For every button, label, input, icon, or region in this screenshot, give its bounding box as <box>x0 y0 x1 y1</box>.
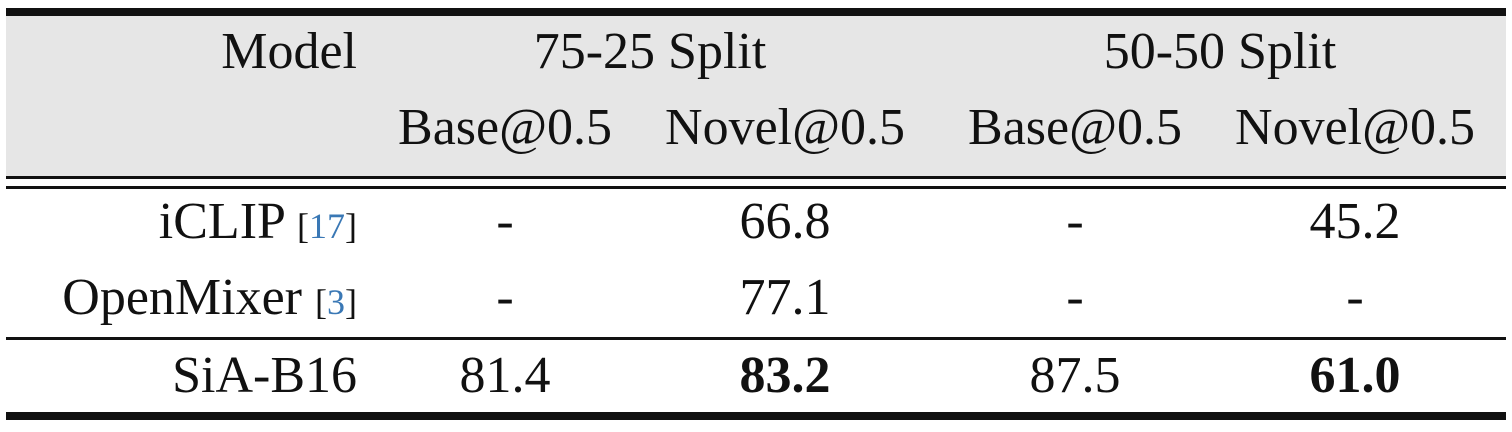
top-rule <box>6 8 1506 16</box>
header-rule-lower <box>6 186 1506 189</box>
table-cell: - <box>496 193 514 250</box>
model-column-header: Model <box>221 23 357 80</box>
header-background <box>6 16 1506 176</box>
table-cell: 45.2 <box>1309 193 1401 250</box>
table-cell: 77.1 <box>739 269 831 326</box>
sub-header-base-75: Base@0.5 <box>398 99 612 156</box>
model-name: SiA-B16 <box>172 347 357 404</box>
table-cell: 81.4 <box>459 347 551 404</box>
model-name: iCLIP <box>158 193 284 250</box>
model-name: OpenMixer <box>62 269 302 326</box>
sub-header-base-50: Base@0.5 <box>968 99 1182 156</box>
citation-link[interactable]: 3 <box>327 282 345 322</box>
citation-link[interactable]: 17 <box>309 206 345 246</box>
sub-header-novel-50: Novel@0.5 <box>1235 99 1475 156</box>
table-cell: - <box>1346 269 1364 326</box>
separator-rule <box>6 337 1506 340</box>
table-cell: 87.5 <box>1029 347 1121 404</box>
table-cell-best: 61.0 <box>1309 347 1401 404</box>
group-header-50-50: 50-50 Split <box>1103 23 1337 80</box>
group-header-75-25: 75-25 Split <box>533 23 767 80</box>
table-cell-best: 83.2 <box>739 347 831 404</box>
sub-header-novel-75: Novel@0.5 <box>665 99 905 156</box>
table-row-model: iCLIP [17] <box>158 193 357 250</box>
table-cell: - <box>496 269 514 326</box>
table-row-model: OpenMixer [3] <box>62 269 357 326</box>
bottom-rule <box>6 412 1506 420</box>
table-cell: - <box>1066 269 1084 326</box>
table-cell: - <box>1066 193 1084 250</box>
header-rule-upper <box>6 176 1506 179</box>
table-cell: 66.8 <box>739 193 831 250</box>
